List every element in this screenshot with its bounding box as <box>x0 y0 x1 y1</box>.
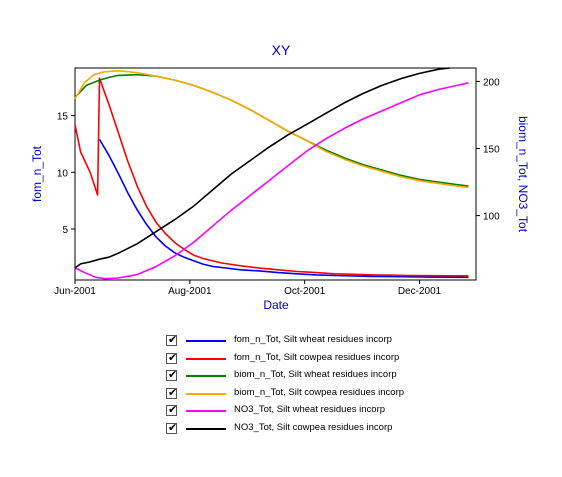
legend-swatch <box>186 427 226 430</box>
plot-area <box>74 67 477 281</box>
y-axis-left-label: fom_n_Tot <box>30 145 44 202</box>
axis-layer: Jun-2001 Aug-2001 Oct-2001 Dec-2001 5 10 15 100… <box>54 77 500 297</box>
y-right-tick-label: 150 <box>483 145 500 156</box>
checkmark-icon: ✔ <box>168 368 178 382</box>
series-line-1 <box>98 138 469 279</box>
legend-swatch <box>186 357 226 360</box>
chart-title: XY <box>272 42 291 58</box>
legend-checkbox[interactable]: ✔ <box>166 350 178 364</box>
legend-label: NO3_Tot, Silt wheat residues incorp <box>234 404 386 416</box>
series-line-2 <box>74 77 469 277</box>
legend-swatch <box>186 375 226 378</box>
legend-swatch <box>186 410 226 413</box>
series-line-4 <box>74 69 469 189</box>
legend-checkbox[interactable]: ✔ <box>166 333 178 346</box>
x-axis-label: Date <box>263 298 289 312</box>
series-line-5 <box>74 82 469 280</box>
legend-checkbox[interactable]: ✔ <box>166 420 178 434</box>
legend-swatch <box>186 340 226 342</box>
legend-checkbox[interactable]: ✔ <box>166 385 178 399</box>
checkmark-icon: ✔ <box>168 420 178 434</box>
y-left-tick-label: 10 <box>57 168 69 179</box>
x-tick-label: Jun-2001 <box>54 286 96 297</box>
series-line-3 <box>74 73 469 187</box>
y-left-tick-label: 5 <box>62 225 68 236</box>
legend-label: biom_n_Tot, Silt wheat residues incorp <box>234 369 397 381</box>
y-right-tick-label: 200 <box>483 77 500 88</box>
x-tick-label: Dec-2001 <box>398 286 442 297</box>
legend-swatch <box>186 392 226 395</box>
legend-checkbox[interactable]: ✔ <box>166 403 178 417</box>
y-axis-right-label: biom_n_Tot, NO3_Tot <box>516 116 530 233</box>
legend-label: NO3_Tot, Silt cowpea residues incorp <box>234 421 393 433</box>
checkmark-icon: ✔ <box>168 403 178 417</box>
series-line-6 <box>74 67 450 269</box>
legend-checkbox[interactable]: ✔ <box>166 368 178 382</box>
checkmark-icon: ✔ <box>168 350 178 364</box>
x-tick-label: Oct-2001 <box>284 286 326 297</box>
legend-label: biom_n_Tot, Silt cowpea residues incorp <box>234 386 405 398</box>
series-layer <box>74 67 469 280</box>
y-left-tick-label: 15 <box>57 112 69 123</box>
x-tick-label: Aug-2001 <box>168 286 212 297</box>
legend-label: fom_n_Tot, Silt wheat residues incorp <box>234 334 392 345</box>
checkmark-icon: ✔ <box>168 333 178 346</box>
legend-label: fom_n_Tot, Silt cowpea residues incorp <box>234 351 400 363</box>
checkmark-icon: ✔ <box>168 385 178 399</box>
y-right-tick-label: 100 <box>483 212 500 223</box>
